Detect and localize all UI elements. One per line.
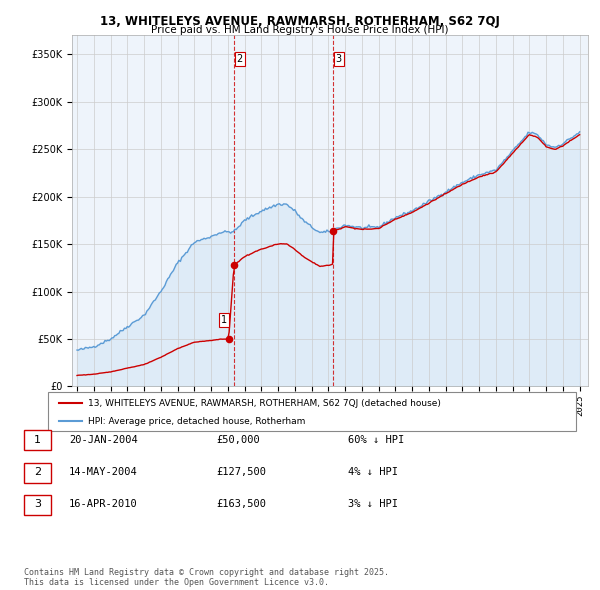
Text: £127,500: £127,500 <box>216 467 266 477</box>
Point <box>229 261 239 270</box>
Point <box>224 335 233 344</box>
Text: 2: 2 <box>236 54 243 64</box>
Text: 16-APR-2010: 16-APR-2010 <box>69 500 138 509</box>
Text: 2: 2 <box>34 467 41 477</box>
Text: 1: 1 <box>221 315 227 324</box>
Text: 4% ↓ HPI: 4% ↓ HPI <box>348 467 398 477</box>
Text: 20-JAN-2004: 20-JAN-2004 <box>69 435 138 444</box>
Text: 14-MAY-2004: 14-MAY-2004 <box>69 467 138 477</box>
Text: 13, WHITELEYS AVENUE, RAWMARSH, ROTHERHAM, S62 7QJ: 13, WHITELEYS AVENUE, RAWMARSH, ROTHERHA… <box>100 15 500 28</box>
Text: 3: 3 <box>34 500 41 509</box>
Text: HPI: Average price, detached house, Rotherham: HPI: Average price, detached house, Roth… <box>88 417 305 425</box>
Text: £163,500: £163,500 <box>216 500 266 509</box>
Text: 3: 3 <box>335 54 342 64</box>
Text: 3% ↓ HPI: 3% ↓ HPI <box>348 500 398 509</box>
Text: 1: 1 <box>34 435 41 444</box>
Point <box>328 227 338 236</box>
Text: 60% ↓ HPI: 60% ↓ HPI <box>348 435 404 444</box>
FancyBboxPatch shape <box>48 392 576 431</box>
Text: 13, WHITELEYS AVENUE, RAWMARSH, ROTHERHAM, S62 7QJ (detached house): 13, WHITELEYS AVENUE, RAWMARSH, ROTHERHA… <box>88 399 440 408</box>
Text: £50,000: £50,000 <box>216 435 260 444</box>
Text: Price paid vs. HM Land Registry's House Price Index (HPI): Price paid vs. HM Land Registry's House … <box>151 25 449 35</box>
Text: Contains HM Land Registry data © Crown copyright and database right 2025.
This d: Contains HM Land Registry data © Crown c… <box>24 568 389 587</box>
